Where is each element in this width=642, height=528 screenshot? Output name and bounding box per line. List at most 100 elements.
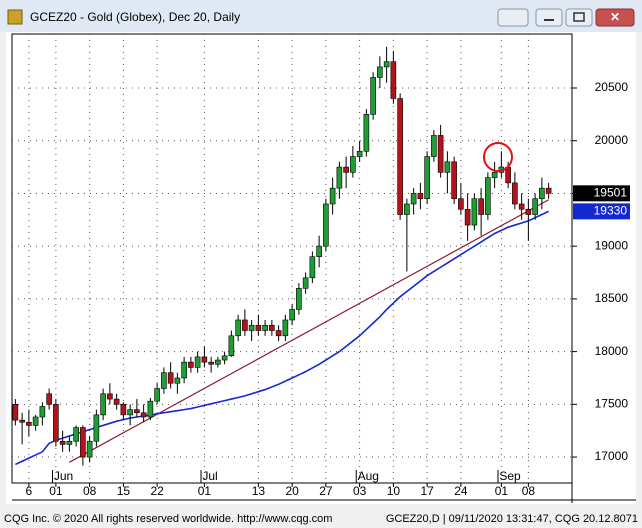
app-icon xyxy=(7,9,23,25)
y-tick-label: 20000 xyxy=(595,133,629,147)
maximize-icon xyxy=(573,12,585,22)
candle-body xyxy=(350,156,356,173)
y-tick-label: 20500 xyxy=(595,80,629,94)
plot xyxy=(12,34,572,483)
candle-body xyxy=(383,61,390,68)
candle-body xyxy=(39,406,46,418)
x-tick-label: 08 xyxy=(522,484,536,498)
candle-body xyxy=(93,414,100,442)
candle-body xyxy=(80,427,86,458)
candle-body xyxy=(194,356,201,368)
candle-body xyxy=(471,198,478,226)
y-tick-label: 19000 xyxy=(595,238,629,252)
candle-body xyxy=(46,393,52,405)
month-label: Jun xyxy=(54,469,73,483)
candle-body xyxy=(356,150,363,157)
x-tick-label: 01 xyxy=(198,484,212,498)
x-tick-label: 17 xyxy=(420,484,434,498)
x-tick-label: 15 xyxy=(117,484,131,498)
candle-body xyxy=(343,166,349,173)
x-tick-label: 01 xyxy=(495,484,509,498)
candle-body xyxy=(262,324,268,331)
candle-body xyxy=(539,187,545,200)
chart-title: GCEZ20 - Gold (Globex), Dec 20, Daily xyxy=(30,10,240,24)
candle-body xyxy=(377,66,383,78)
candle-body xyxy=(188,361,194,368)
candle-body xyxy=(518,203,525,210)
candle-body xyxy=(201,356,208,363)
candle-body xyxy=(404,203,410,215)
last-price-label-box xyxy=(573,185,630,202)
x-tick-label: 13 xyxy=(252,484,266,498)
y-tick-label: 17500 xyxy=(595,397,629,411)
candle-body xyxy=(73,427,79,442)
candle-body xyxy=(410,193,417,205)
candle-body xyxy=(107,393,113,400)
candle-body xyxy=(505,166,511,184)
candle-body xyxy=(86,440,93,458)
y-tick-label: 18500 xyxy=(595,291,629,305)
highlight-circle xyxy=(483,142,513,172)
candle-body xyxy=(485,177,491,215)
month-label: Aug xyxy=(358,469,379,483)
minimize-button[interactable] xyxy=(535,8,563,27)
candle-body xyxy=(140,412,147,418)
close-icon: ✕ xyxy=(610,10,620,24)
candle-body xyxy=(309,256,316,279)
footer-left: CQG Inc. © 2020 All rights reserved worl… xyxy=(4,513,332,525)
candle-body xyxy=(437,135,444,173)
candle-body xyxy=(464,208,471,226)
footer-right: GCEZ20,D | 09/11/2020 13:31:47, CQG 20.1… xyxy=(386,513,638,525)
candle-body xyxy=(525,208,532,215)
title-bar xyxy=(0,0,642,32)
x-tick-label: 6 xyxy=(26,484,33,498)
ma-price-label-box xyxy=(573,203,630,220)
candle-body xyxy=(323,203,329,247)
candle-body xyxy=(302,277,309,289)
candle-body xyxy=(53,404,59,442)
candle-body xyxy=(296,288,302,310)
candle-body xyxy=(154,388,160,402)
candle-body xyxy=(458,198,464,210)
candle-body xyxy=(66,440,73,445)
candle-body xyxy=(363,114,370,152)
x-tick-label: 24 xyxy=(454,484,468,498)
candle-body xyxy=(255,324,262,331)
x-tick-label: 20 xyxy=(285,484,299,498)
candle-body xyxy=(181,361,187,379)
candle-body xyxy=(390,61,397,99)
x-tick-label: 10 xyxy=(387,484,401,498)
close-button[interactable] xyxy=(595,8,635,27)
candle-body xyxy=(235,319,241,337)
candle-body xyxy=(431,135,437,157)
candle-body xyxy=(282,319,289,337)
x-tick-label: 01 xyxy=(49,484,63,498)
trendline xyxy=(69,199,549,463)
candle-body xyxy=(134,409,140,414)
pin-button[interactable] xyxy=(497,8,529,27)
candle-body xyxy=(208,361,214,365)
moving-average xyxy=(15,210,549,466)
y-tick-label: 18000 xyxy=(595,344,629,358)
candle-body xyxy=(336,166,343,189)
candle-body xyxy=(397,98,403,215)
candle-body xyxy=(444,161,451,173)
candle-body xyxy=(424,156,430,200)
month-label: Jul xyxy=(202,469,217,483)
candle-body xyxy=(275,330,282,337)
candle-body xyxy=(100,393,106,416)
x-tick-label: 27 xyxy=(319,484,333,498)
candle-body xyxy=(370,77,376,115)
candle-body xyxy=(167,372,174,384)
window-buttons: ✕ xyxy=(497,8,635,27)
maximize-button[interactable] xyxy=(565,8,593,27)
candle-body xyxy=(228,335,235,357)
candle-body xyxy=(512,182,518,205)
candle-body xyxy=(113,398,120,405)
x-tick-label: 03 xyxy=(353,484,367,498)
candle-body xyxy=(12,404,19,421)
x-tick-label: 08 xyxy=(83,484,97,498)
candle-body xyxy=(248,324,255,331)
candle-body xyxy=(127,409,133,416)
